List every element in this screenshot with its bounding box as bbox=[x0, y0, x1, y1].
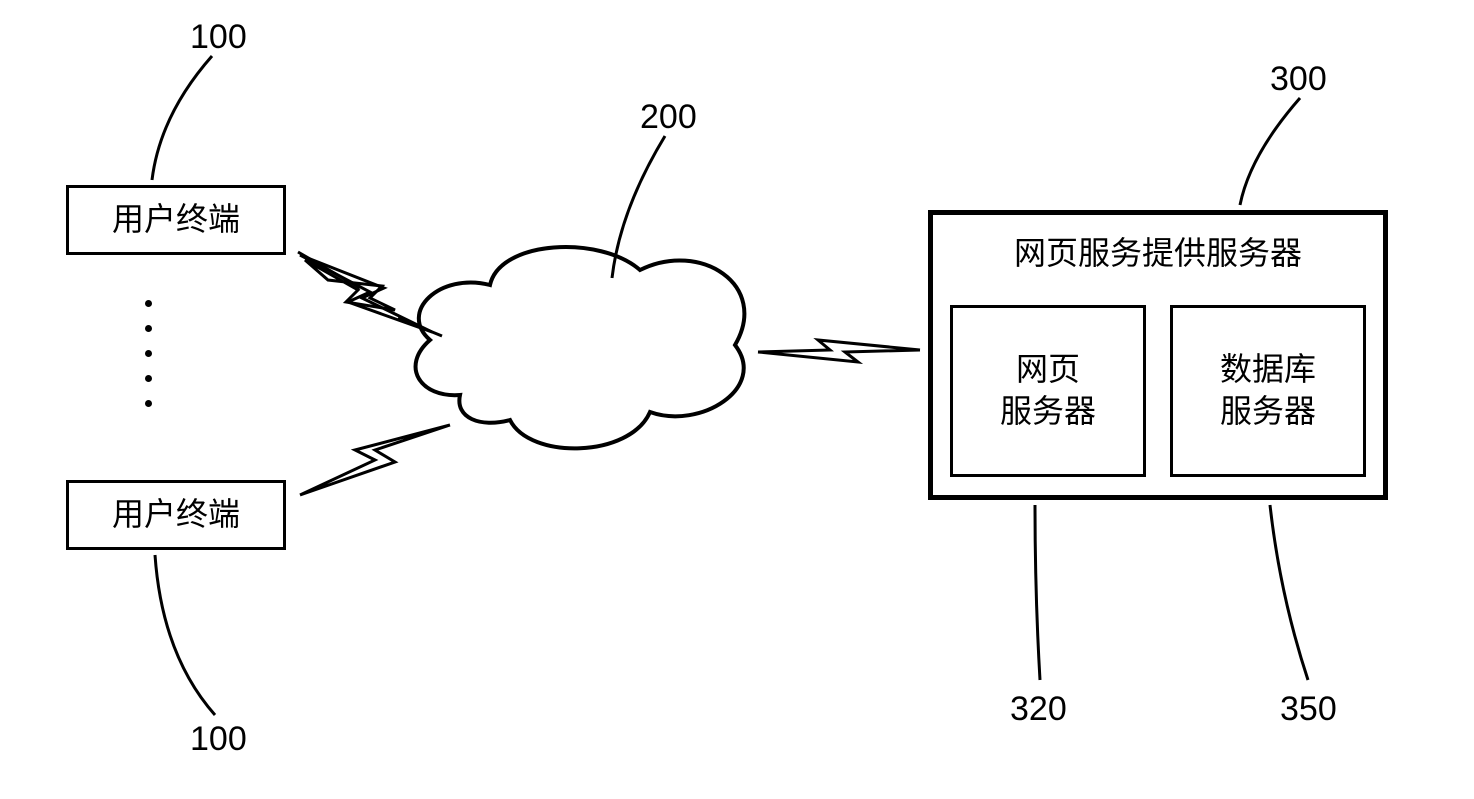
leader-350 bbox=[1270, 505, 1308, 680]
node-web-server: 网页 服务器 bbox=[950, 305, 1146, 477]
dot-icon bbox=[145, 375, 152, 382]
node-user-terminal-1: 用户终端 bbox=[66, 185, 286, 255]
node-db-server-label-l2: 服务器 bbox=[1220, 393, 1316, 429]
ref-200: 200 bbox=[640, 98, 697, 137]
ellipsis-dots bbox=[145, 300, 152, 407]
node-service-server-title: 网页服务提供服务器 bbox=[1014, 233, 1302, 275]
node-cloud-label-l2: 通信网络 bbox=[526, 362, 654, 398]
ref-100-bottom: 100 bbox=[190, 720, 247, 759]
dot-icon bbox=[145, 350, 152, 357]
node-cloud-label-wrap: 信息和 通信网络 bbox=[500, 318, 680, 401]
edge-bolt-1 bbox=[300, 255, 432, 332]
edge-terminal1-cloud bbox=[305, 260, 395, 310]
node-db-server: 数据库 服务器 bbox=[1170, 305, 1366, 477]
node-web-server-label: 网页 服务器 bbox=[1000, 349, 1096, 432]
node-cloud-label: 信息和 通信网络 bbox=[526, 320, 654, 398]
node-user-terminal-2: 用户终端 bbox=[66, 480, 286, 550]
ref-100-top: 100 bbox=[190, 18, 247, 57]
dot-icon bbox=[145, 325, 152, 332]
ref-320: 320 bbox=[1010, 690, 1067, 729]
node-user-terminal-2-label: 用户终端 bbox=[112, 494, 240, 536]
leader-100-top bbox=[152, 56, 212, 180]
edge-bolt-3 bbox=[758, 340, 920, 362]
dot-icon bbox=[145, 400, 152, 407]
dot-icon bbox=[145, 300, 152, 307]
edge-terminal1-cloud-line bbox=[298, 252, 442, 336]
node-web-server-label-l1: 网页 bbox=[1016, 351, 1080, 387]
node-db-server-label: 数据库 服务器 bbox=[1220, 349, 1316, 432]
diagram-container: 用户终端 用户终端 网页服务提供服务器 网页 服务器 数据库 服务器 信息和 通… bbox=[0, 0, 1474, 799]
ref-300: 300 bbox=[1270, 60, 1327, 99]
node-cloud-label-l1: 信息和 bbox=[542, 320, 638, 356]
leader-300 bbox=[1240, 98, 1300, 205]
node-web-server-label-l2: 服务器 bbox=[1000, 393, 1096, 429]
node-user-terminal-1-label: 用户终端 bbox=[112, 199, 240, 241]
leader-200 bbox=[612, 136, 665, 278]
leader-100-bottom bbox=[155, 555, 215, 715]
leader-320 bbox=[1035, 505, 1040, 680]
ref-350: 350 bbox=[1280, 690, 1337, 729]
edge-bolt-2 bbox=[300, 425, 450, 495]
node-db-server-label-l1: 数据库 bbox=[1220, 351, 1316, 387]
